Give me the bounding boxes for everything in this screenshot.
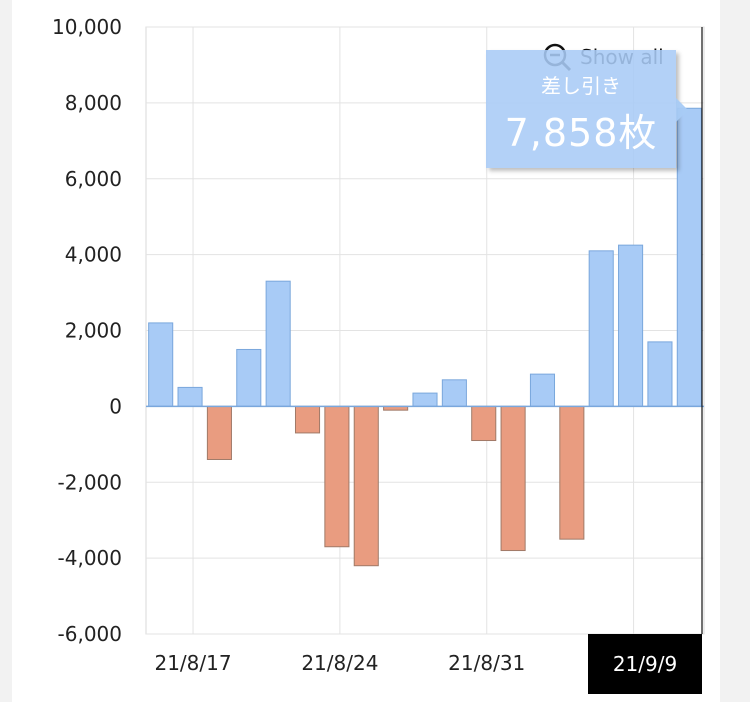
y-tick-label: -4,000: [58, 546, 122, 570]
bar-21/8/25[interactable]: [353, 405, 379, 567]
bar-21/9/6[interactable]: [588, 250, 614, 407]
frame-right: [720, 0, 750, 702]
y-tick-label: 4,000: [65, 243, 122, 267]
bar-21/8/27[interactable]: [412, 392, 438, 407]
bar-21/8/18[interactable]: [206, 405, 232, 460]
y-tick-label: 2,000: [65, 319, 122, 343]
tooltip-label: 差し引き: [541, 74, 621, 98]
x-tick-label: 21/8/17: [154, 651, 231, 675]
bar-21/8/23[interactable]: [294, 405, 321, 434]
bar-21/9/9[interactable]: [676, 107, 702, 407]
y-tick-label: 0: [109, 394, 122, 418]
tooltip-arrow: [676, 98, 688, 122]
frame-left: [0, 0, 12, 702]
bar-21/9/3[interactable]: [559, 405, 585, 540]
tooltip-value: 7,858枚: [504, 111, 658, 155]
bar-21/8/20[interactable]: [265, 280, 291, 407]
tooltip: 差し引き 7,858枚: [486, 50, 676, 168]
bar-21/9/8[interactable]: [647, 341, 673, 407]
bar-21/8/30[interactable]: [441, 379, 467, 407]
bar-21/9/1[interactable]: [500, 405, 526, 552]
bar-21/9/2[interactable]: [529, 373, 556, 407]
y-tick-label: -6,000: [58, 622, 122, 646]
bar-21/8/16[interactable]: [148, 322, 174, 407]
x-tick-label: 21/8/24: [301, 651, 378, 675]
bar-21/8/24[interactable]: [324, 405, 350, 548]
y-tick-label: -2,000: [58, 470, 122, 494]
bar-21/8/17[interactable]: [177, 386, 203, 407]
y-tick-label: 6,000: [65, 167, 122, 191]
y-tick-label: 10,000: [52, 15, 122, 39]
y-tick-label: 8,000: [65, 91, 122, 115]
bar-21/8/31[interactable]: [471, 405, 497, 442]
bar-21/9/7[interactable]: [618, 244, 644, 407]
x-tick-label: 21/8/31: [448, 651, 525, 675]
crosshair-date-label: 21/9/9: [588, 634, 702, 694]
bar-21/8/19[interactable]: [236, 348, 262, 407]
